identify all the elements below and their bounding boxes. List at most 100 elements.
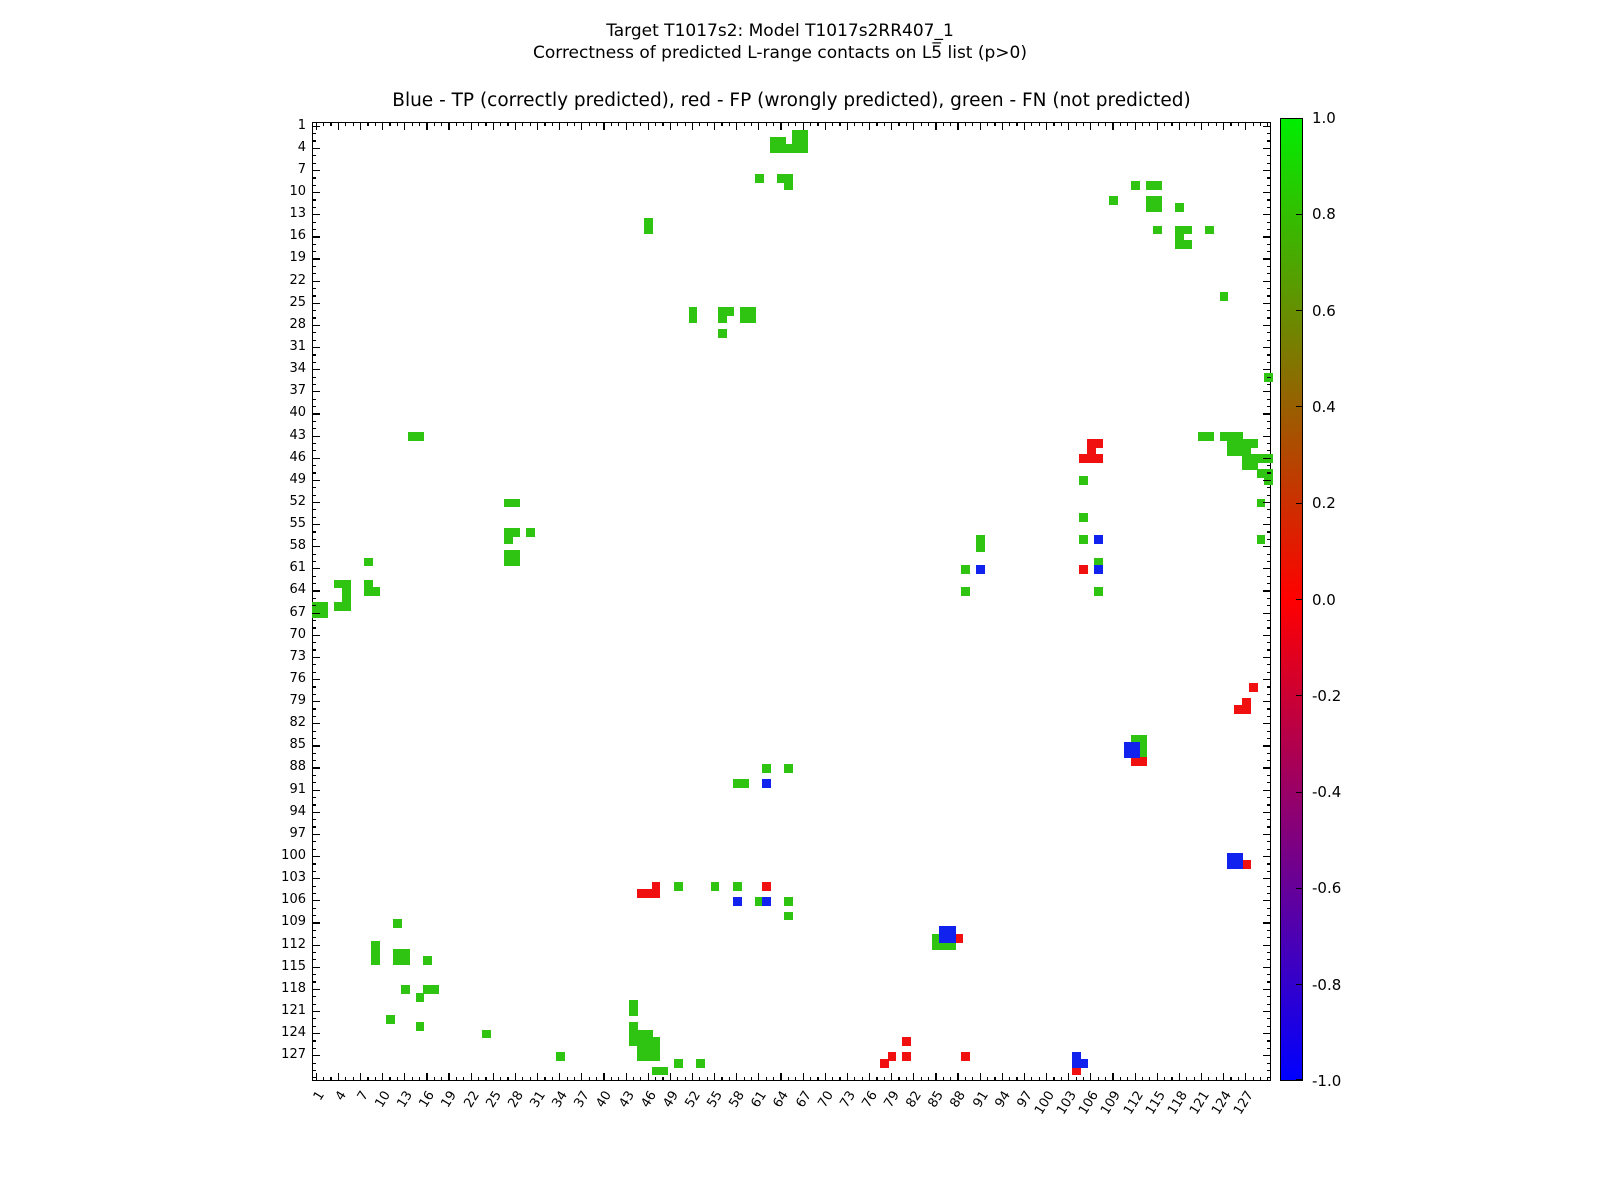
x-tick bbox=[780, 1073, 782, 1081]
figure-title-line1: Target T1017s2: Model T1017s2RR407_1 bbox=[606, 21, 954, 41]
x-tick bbox=[426, 122, 428, 130]
contact-cell-green bbox=[1175, 232, 1185, 242]
colorbar-tick-label: 1.0 bbox=[1312, 109, 1336, 127]
x-tick bbox=[448, 1073, 450, 1081]
x-tick bbox=[1237, 122, 1239, 126]
x-tick bbox=[662, 122, 664, 126]
x-tick bbox=[323, 1077, 325, 1081]
colorbar-tick-label: 0.4 bbox=[1312, 397, 1336, 416]
y-tick bbox=[1267, 339, 1271, 341]
y-tick bbox=[312, 339, 316, 341]
x-tick bbox=[728, 1077, 730, 1081]
x-tick bbox=[536, 122, 539, 130]
x-tick bbox=[898, 122, 900, 126]
y-tick bbox=[1263, 988, 1271, 990]
y-tick-label: 115 bbox=[281, 958, 306, 974]
contact-cell-green bbox=[400, 955, 410, 965]
contact-cell-red bbox=[1241, 859, 1251, 869]
x-tick bbox=[1267, 122, 1269, 126]
y-tick bbox=[1267, 287, 1271, 290]
contact-cell-green bbox=[1241, 439, 1251, 449]
x-tick bbox=[957, 1073, 959, 1081]
y-tick bbox=[1267, 199, 1271, 201]
x-tick bbox=[1001, 1073, 1003, 1081]
contact-cell-green bbox=[762, 764, 772, 773]
y-tick bbox=[1267, 184, 1271, 186]
x-tick bbox=[1053, 1077, 1055, 1081]
x-tick bbox=[861, 1077, 863, 1081]
y-tick bbox=[312, 133, 316, 135]
contact-cell-green bbox=[931, 941, 941, 950]
x-tick bbox=[330, 122, 332, 126]
colorbar-tick bbox=[1296, 887, 1302, 889]
contact-cell-green bbox=[371, 587, 381, 596]
y-tick bbox=[312, 391, 320, 393]
contact-cell-green bbox=[629, 1000, 639, 1009]
y-tick-label: 19 bbox=[289, 250, 306, 266]
x-tick bbox=[957, 122, 959, 130]
contact-cell-green bbox=[504, 498, 513, 508]
x-tick bbox=[706, 122, 708, 126]
contact-cell-green bbox=[1227, 432, 1236, 441]
x-tick bbox=[780, 122, 782, 130]
x-tick bbox=[396, 1077, 399, 1081]
x-tick bbox=[898, 1077, 900, 1081]
y-tick bbox=[312, 583, 316, 585]
y-tick bbox=[1267, 892, 1271, 895]
x-tick bbox=[655, 1077, 657, 1081]
y-tick bbox=[312, 169, 320, 172]
y-tick bbox=[1267, 177, 1271, 179]
contact-cell-green bbox=[363, 587, 373, 596]
x-tick bbox=[817, 1077, 819, 1081]
y-tick bbox=[1267, 1040, 1271, 1042]
x-tick bbox=[1193, 1077, 1195, 1081]
x-tick bbox=[927, 1077, 930, 1081]
x-tick bbox=[1068, 122, 1070, 130]
y-tick-label: 64 bbox=[289, 582, 306, 598]
contact-cell-green bbox=[740, 314, 749, 323]
y-tick bbox=[312, 996, 316, 998]
y-tick-label: 40 bbox=[289, 405, 306, 421]
contact-cell-green bbox=[644, 218, 654, 227]
y-tick bbox=[312, 479, 320, 481]
y-tick bbox=[1263, 1033, 1271, 1035]
y-tick-label: 61 bbox=[289, 560, 306, 576]
contact-cell-green bbox=[946, 941, 956, 950]
x-tick bbox=[647, 122, 649, 130]
x-tick bbox=[1164, 122, 1166, 126]
x-tick bbox=[1178, 1073, 1180, 1081]
contact-cell-red bbox=[887, 1051, 897, 1061]
y-tick bbox=[1267, 796, 1271, 799]
x-tick bbox=[625, 1073, 627, 1081]
x-tick bbox=[470, 122, 472, 130]
contact-cell-green bbox=[504, 550, 513, 559]
x-tick bbox=[588, 122, 590, 126]
y-tick bbox=[312, 774, 316, 777]
contact-cell-green bbox=[408, 432, 417, 441]
y-tick bbox=[1267, 1062, 1271, 1064]
x-tick bbox=[647, 1073, 649, 1081]
y-tick bbox=[1267, 243, 1271, 245]
y-tick-label: 106 bbox=[281, 892, 306, 908]
contact-cell-green bbox=[777, 144, 786, 154]
y-tick bbox=[1263, 302, 1271, 304]
y-tick bbox=[312, 258, 320, 260]
y-tick bbox=[312, 1069, 316, 1072]
contact-cell-blue bbox=[1094, 564, 1104, 574]
contact-cell-green bbox=[673, 882, 683, 891]
x-tick bbox=[1097, 122, 1099, 126]
y-tick bbox=[1267, 863, 1271, 865]
y-tick bbox=[1263, 745, 1271, 747]
y-tick bbox=[312, 656, 320, 658]
contact-cell-red bbox=[1086, 454, 1096, 464]
x-tick bbox=[868, 122, 871, 130]
x-tick bbox=[950, 1077, 952, 1081]
x-tick bbox=[802, 1073, 804, 1081]
contact-cell-blue bbox=[1234, 852, 1244, 862]
y-tick-label: 100 bbox=[281, 848, 306, 863]
x-tick bbox=[846, 122, 848, 130]
y-tick bbox=[1267, 737, 1271, 740]
x-tick bbox=[684, 1077, 686, 1081]
y-tick bbox=[1263, 435, 1271, 437]
x-tick bbox=[529, 122, 531, 126]
